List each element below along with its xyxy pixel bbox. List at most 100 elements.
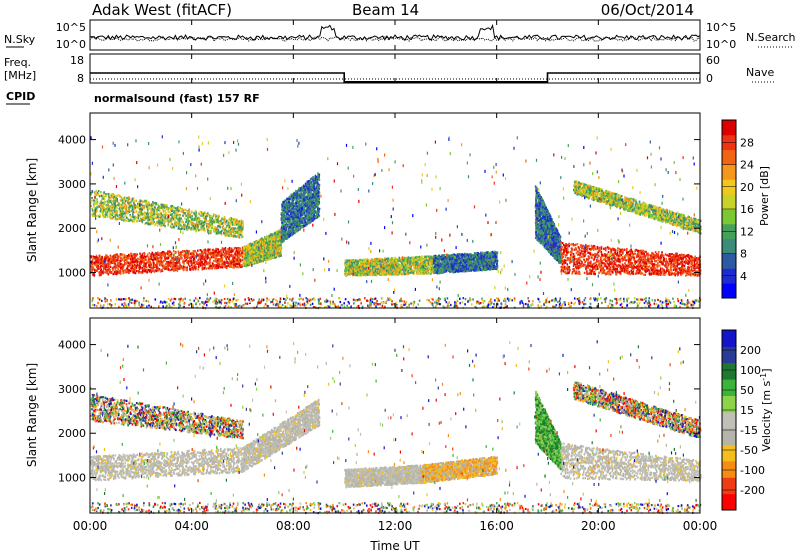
scatter-point — [267, 257, 269, 259]
scatter-point — [215, 260, 217, 262]
scatter-point — [107, 258, 109, 260]
scatter-point — [167, 224, 169, 226]
scatter-point — [181, 254, 183, 256]
scatter-point — [291, 206, 293, 208]
scatter-point — [197, 255, 199, 257]
scatter-point — [209, 261, 211, 263]
scatter-point — [125, 219, 127, 221]
scatter-point — [117, 262, 119, 264]
scatter-point — [164, 256, 166, 258]
scatter-point — [271, 252, 273, 254]
scatter-point — [279, 229, 281, 231]
scatter-point — [194, 258, 196, 260]
scatter-point — [132, 258, 134, 260]
scatter-point — [214, 253, 216, 255]
scatter-point — [269, 238, 271, 240]
scatter-point — [135, 210, 137, 212]
scatter-point — [279, 255, 281, 257]
scatter-point — [304, 217, 306, 219]
scatter-point — [170, 205, 172, 207]
scatter-point — [222, 249, 224, 251]
scatter-point — [173, 250, 175, 252]
scatter-point — [165, 263, 167, 265]
scatter-point — [188, 256, 190, 258]
scatter-point — [100, 191, 102, 193]
scatter-point — [260, 253, 262, 255]
scatter-point — [242, 223, 244, 225]
scatter-point — [293, 212, 295, 214]
scatter-point — [278, 235, 280, 237]
scatter-point — [139, 261, 141, 263]
scatter-point — [308, 219, 310, 221]
scatter-point — [270, 254, 272, 256]
scatter-point — [239, 255, 241, 257]
scatter-point — [313, 209, 315, 211]
scatter-point — [305, 189, 307, 191]
scatter-point — [129, 255, 131, 257]
nsky-tick-bottom: 10^0 — [56, 38, 86, 51]
scatter-point — [305, 212, 307, 214]
scatter-point — [283, 221, 285, 223]
nsky-tick-top: 10^5 — [56, 21, 86, 34]
scatter-point — [137, 261, 139, 263]
scatter-point — [210, 265, 212, 267]
scatter-point — [183, 269, 185, 271]
scatter-point — [161, 257, 163, 259]
scatter-point — [201, 252, 203, 254]
scatter-point — [200, 249, 202, 251]
scatter-point — [125, 271, 127, 273]
scatter-point — [305, 221, 307, 223]
scatter-point — [281, 231, 283, 233]
scatter-point — [301, 221, 303, 223]
scatter-point — [288, 231, 290, 233]
scatter-point — [191, 256, 193, 258]
scatter-point — [314, 193, 316, 195]
scatter-point — [260, 255, 262, 257]
scatter-point — [116, 265, 118, 267]
scatter-point — [306, 210, 308, 212]
scatter-point — [233, 257, 235, 259]
scatter-point — [317, 192, 319, 194]
scatter-point — [254, 247, 256, 249]
scatter-point — [119, 260, 121, 262]
scatter-point — [270, 258, 272, 260]
scatter-point — [146, 200, 148, 202]
scatter-point — [281, 212, 283, 214]
scatter-point — [287, 237, 289, 239]
scatter-point — [92, 258, 94, 260]
scatter-point — [318, 208, 320, 210]
scatter-point — [286, 224, 288, 226]
nsky-panel: N.Sky 10^5 10^0 10^5 10^0 N.Search — [4, 20, 796, 51]
scatter-point — [264, 240, 266, 242]
scatter-point — [296, 200, 298, 202]
scatter-point — [136, 216, 138, 218]
scatter-point — [261, 258, 263, 260]
scatter-point — [312, 211, 314, 213]
scatter-point — [131, 268, 133, 270]
scatter-point — [295, 212, 297, 214]
scatter-point — [165, 212, 167, 214]
scatter-point — [142, 270, 144, 272]
scatter-point — [259, 241, 261, 243]
scatter-point — [300, 224, 302, 226]
scatter-point — [248, 263, 250, 265]
scatter-point — [286, 231, 288, 233]
scatter-point — [144, 201, 146, 203]
scatter-point — [143, 257, 145, 259]
scatter-point — [313, 204, 315, 206]
scatter-point — [168, 257, 170, 259]
scatter-point — [306, 187, 308, 189]
scatter-point — [172, 266, 174, 268]
scatter-point — [233, 264, 235, 266]
scatter-point — [253, 251, 255, 253]
scatter-point — [121, 254, 123, 256]
scatter-point — [210, 257, 212, 259]
scatter-point — [228, 258, 230, 260]
scatter-point — [221, 259, 223, 261]
scatter-point — [293, 193, 295, 195]
scatter-point — [241, 252, 243, 254]
scatter-point — [226, 267, 228, 269]
scatter-point — [212, 249, 214, 251]
scatter-point — [203, 249, 205, 251]
